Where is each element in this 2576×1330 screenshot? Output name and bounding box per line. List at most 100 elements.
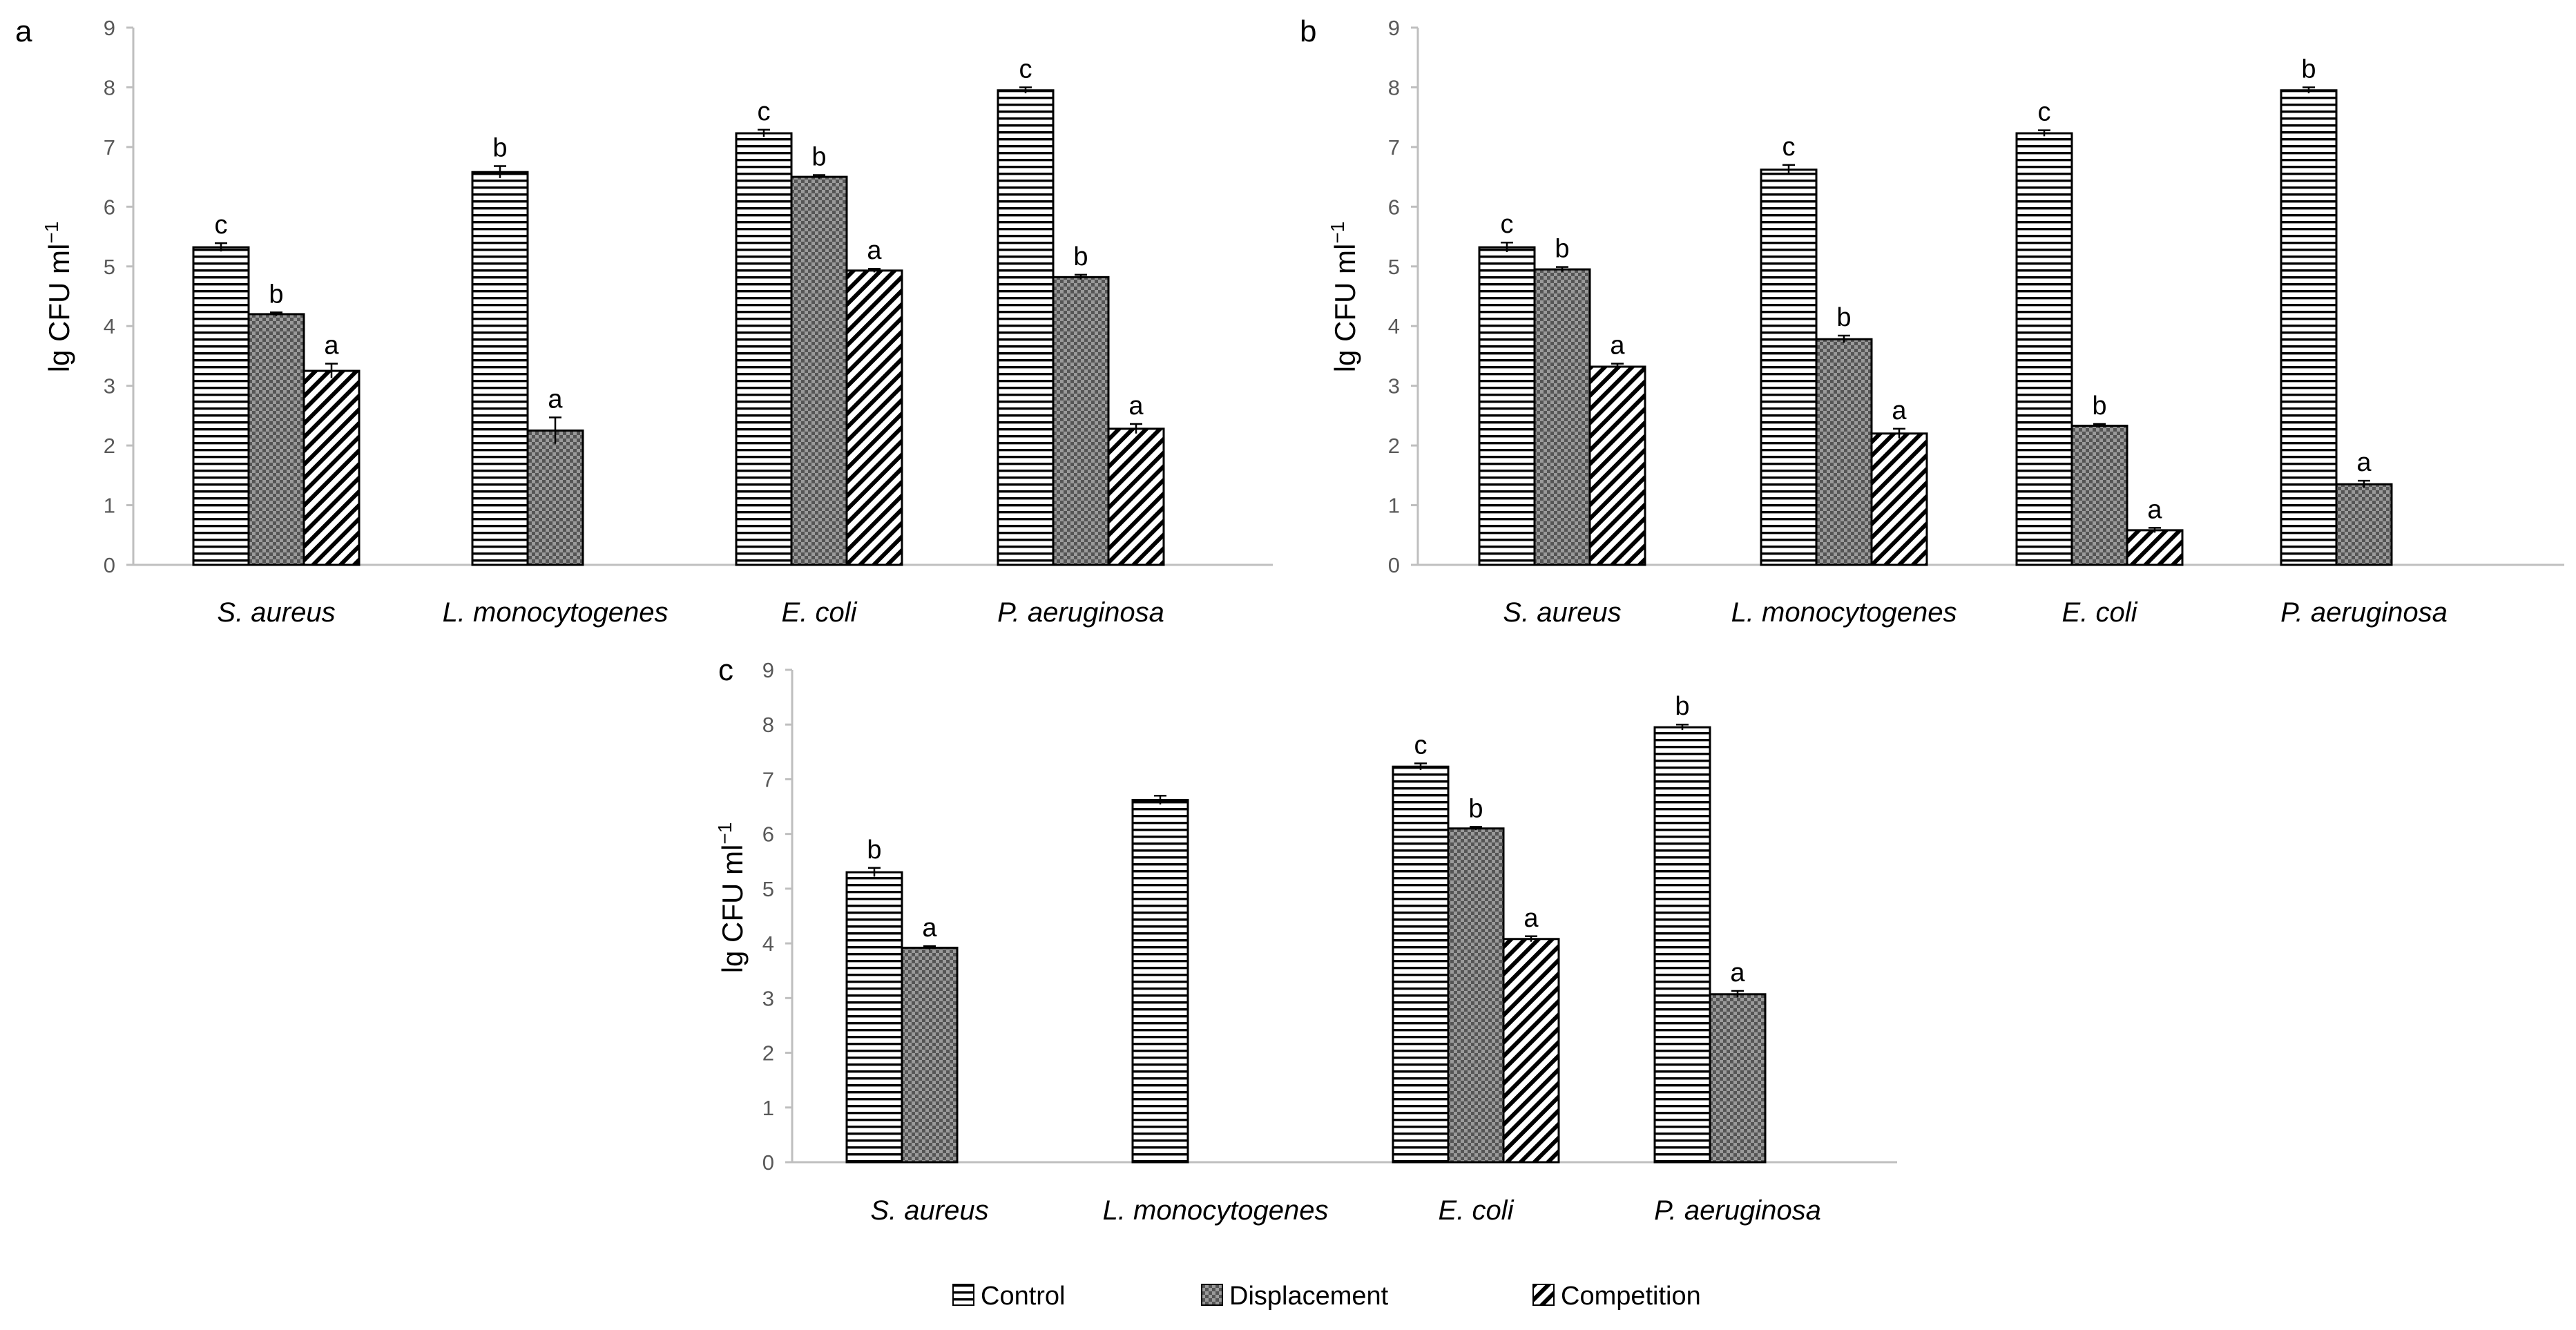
legend-item-displacement: Displacement	[1201, 1282, 1389, 1311]
bar-control-s-aureus	[192, 246, 250, 566]
panel-label: c	[718, 653, 733, 687]
bar-series-group: b c b a b a a	[845, 692, 1767, 1164]
significance-label-control-e-coli: c	[758, 97, 771, 126]
significance-label-control-s-aureus: c	[215, 211, 228, 240]
significance-label-control-l-monocytogenes: b	[492, 134, 507, 163]
bar-competition-e-coli	[845, 269, 903, 566]
significance-label-control-s-aureus: b	[867, 836, 881, 865]
significance-label-control-p-aeruginosa: c	[1019, 55, 1032, 84]
significance-label-displacement-l-monocytogenes: a	[548, 385, 563, 414]
svg-text:lg CFU ml−1: lg CFU ml−1	[714, 822, 749, 974]
bar-control-p-aeruginosa	[997, 89, 1055, 566]
y-tick-label: 9	[1388, 16, 1400, 40]
bar-control-l-monocytogenes	[1760, 168, 1818, 566]
y-axis-ticks: 0 1 2 3 4 5 6 7 8 9	[762, 658, 792, 1175]
panel-a: a lg CFU ml−1 0 1 2 3 4 5 6 7 8 9 c b c c b a b b a a a S. …	[15, 15, 1273, 628]
y-tick-label: 5	[104, 255, 115, 279]
significance-label-displacement-p-aeruginosa: a	[1730, 958, 1745, 987]
bar-displacement-e-coli	[2070, 425, 2128, 566]
category-label-p-aeruginosa: P. aeruginosa	[2280, 597, 2448, 628]
bar-competition-l-monocytogenes	[1870, 432, 1928, 566]
bar-control-p-aeruginosa	[1653, 726, 1711, 1164]
legend-swatch-competition	[1532, 1284, 1555, 1306]
bar-control-e-coli	[1392, 765, 1450, 1164]
bar-control-e-coli	[735, 132, 793, 566]
significance-label-competition-e-coli: a	[2147, 495, 2162, 524]
y-tick-label: 4	[762, 932, 774, 956]
y-tick-label: 8	[1388, 75, 1400, 99]
bar-control-s-aureus	[1478, 246, 1536, 566]
legend-label-control: Control	[981, 1282, 1066, 1311]
y-tick-label: 1	[762, 1096, 774, 1120]
y-tick-label: 5	[1388, 255, 1400, 279]
bar-series-group: c c c b b b b a a a a	[1478, 55, 2393, 566]
legend-swatch-control	[952, 1284, 974, 1306]
legend: Control Displacement Competition	[952, 1282, 1701, 1311]
y-axis-title-exponent: −1	[41, 222, 62, 244]
significance-label-displacement-s-aureus: a	[922, 914, 937, 943]
panel-label: b	[1300, 15, 1316, 48]
y-tick-label: 3	[104, 374, 115, 398]
significance-label-control-l-monocytogenes: c	[1782, 133, 1796, 162]
significance-label-control-p-aeruginosa: b	[1675, 692, 1689, 721]
significance-label-competition-s-aureus: a	[324, 331, 339, 360]
y-tick-label: 0	[104, 553, 115, 577]
category-label-p-aeruginosa: P. aeruginosa	[997, 597, 1164, 628]
bar-series-group: c b c c b a b b a a a	[192, 55, 1165, 566]
y-axis-title: lg CFU ml−1	[714, 822, 749, 974]
bar-competition-s-aureus	[1588, 365, 1646, 566]
bar-competition-e-coli	[2126, 529, 2184, 566]
panel-b: b lg CFU ml−1 0 1 2 3 4 5 6 7 8 9 c c c b b b b a a a a S. …	[1300, 15, 2564, 628]
significance-label-competition-l-monocytogenes: a	[1892, 396, 1907, 425]
y-axis-title-text: lg CFU ml	[43, 244, 75, 373]
y-tick-label: 4	[1388, 314, 1400, 338]
legend-item-control: Control	[952, 1282, 1066, 1311]
significance-label-control-s-aureus: c	[1501, 210, 1514, 239]
category-label-p-aeruginosa: P. aeruginosa	[1654, 1195, 1821, 1226]
y-axis-ticks: 0 1 2 3 4 5 6 7 8 9	[1388, 16, 1418, 577]
bar-displacement-s-aureus	[901, 946, 959, 1164]
y-axis-title-text: lg CFU ml	[716, 845, 749, 974]
category-label-l-monocytogenes: L. monocytogenes	[1731, 597, 1957, 628]
significance-label-displacement-e-coli: b	[1468, 794, 1483, 823]
legend-item-competition: Competition	[1532, 1282, 1701, 1311]
category-label-e-coli: E. coli	[2062, 597, 2138, 628]
bar-displacement-p-aeruginosa	[1052, 276, 1110, 566]
y-axis-title: lg CFU ml−1	[1327, 222, 1361, 373]
bar-control-l-monocytogenes	[1131, 799, 1189, 1164]
bar-control-l-monocytogenes	[471, 171, 529, 566]
y-axis-ticks: 0 1 2 3 4 5 6 7 8 9	[104, 16, 133, 577]
bar-displacement-l-monocytogenes	[526, 430, 584, 566]
bar-competition-e-coli	[1502, 938, 1560, 1164]
y-tick-label: 0	[762, 1150, 774, 1175]
bar-displacement-s-aureus	[247, 313, 305, 566]
significance-label-competition-p-aeruginosa: a	[1128, 392, 1144, 421]
bar-control-s-aureus	[845, 871, 903, 1164]
y-tick-label: 7	[1388, 135, 1400, 160]
category-label-l-monocytogenes: L. monocytogenes	[443, 597, 669, 628]
bar-displacement-l-monocytogenes	[1815, 338, 1873, 566]
legend-label-competition: Competition	[1561, 1282, 1701, 1311]
y-tick-label: 6	[1388, 195, 1400, 219]
y-axis-title-exponent: −1	[714, 822, 736, 845]
significance-label-displacement-s-aureus: b	[1555, 235, 1569, 264]
bar-displacement-p-aeruginosa	[2335, 483, 2393, 566]
significance-label-displacement-l-monocytogenes: b	[1836, 303, 1851, 332]
category-label-e-coli: E. coli	[782, 597, 858, 628]
significance-label-displacement-e-coli: b	[2092, 392, 2106, 421]
legend-label-displacement: Displacement	[1229, 1282, 1389, 1311]
y-tick-label: 2	[104, 434, 115, 458]
y-tick-label: 7	[762, 767, 774, 791]
significance-label-displacement-e-coli: b	[811, 143, 826, 172]
panel-label: a	[15, 15, 32, 48]
y-axis-title-text: lg CFU ml	[1329, 244, 1361, 373]
y-tick-label: 2	[1388, 434, 1400, 458]
bar-control-p-aeruginosa	[2280, 89, 2338, 566]
category-label-s-aureus: S. aureus	[870, 1195, 988, 1226]
y-tick-label: 1	[1388, 494, 1400, 518]
category-label-s-aureus: S. aureus	[1503, 597, 1621, 628]
significance-label-control-p-aeruginosa: b	[2301, 55, 2316, 84]
category-label-e-coli: E. coli	[1439, 1195, 1515, 1226]
bar-displacement-e-coli	[790, 175, 848, 566]
